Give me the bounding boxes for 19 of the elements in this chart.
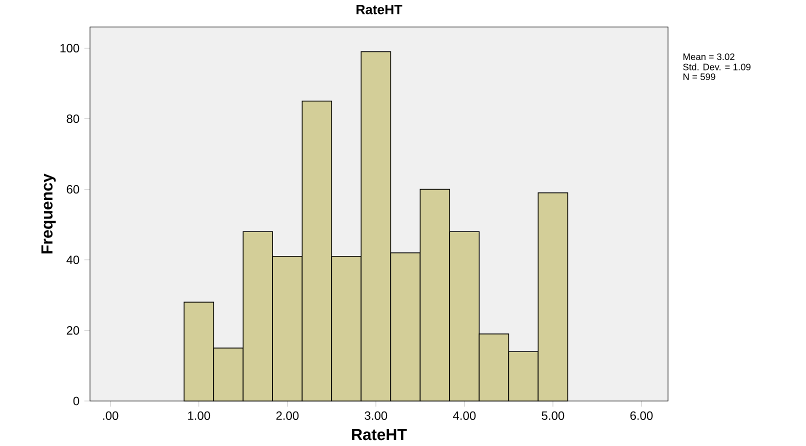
x-tick-label: 1.00 — [188, 411, 210, 420]
x-tick-label: 4.00 — [453, 411, 476, 420]
text: Mean = 3.02 — [684, 53, 734, 60]
x-tick-label: 2.00 — [276, 411, 299, 420]
x-tick-label: 5.00 — [542, 411, 564, 420]
x-axis-title: RateHT — [352, 429, 407, 440]
x-tick-label: 3.00 — [364, 411, 388, 420]
chart-title: RateHT — [356, 4, 402, 14]
y-tick-label: 80 — [66, 114, 80, 123]
y-tick-label: 0 — [73, 396, 80, 406]
x-tick-label: 6.00 — [630, 411, 653, 420]
text: N = 599 — [684, 73, 716, 80]
text: Std. Dev. = 1.09 — [683, 63, 750, 70]
y-tick-label: 40 — [66, 256, 80, 264]
x-tick-label: .00 — [103, 411, 118, 420]
y-axis-title: Frequency — [41, 174, 56, 254]
y-tick-label: 20 — [66, 326, 80, 335]
y-tick-label: 60 — [66, 185, 80, 194]
y-tick-label: 100 — [60, 44, 80, 52]
